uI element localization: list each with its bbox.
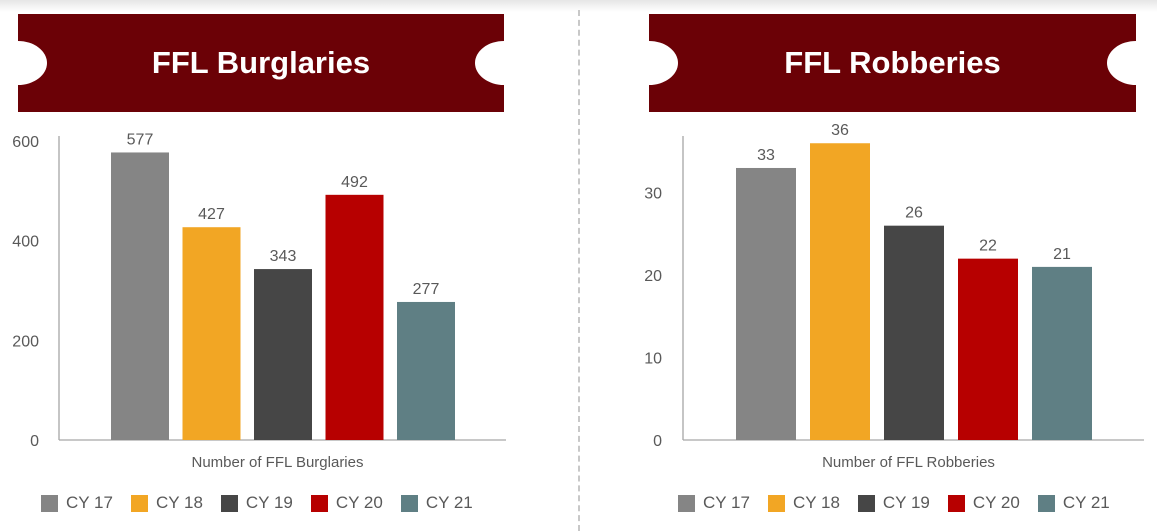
burglaries-legend: CY 17 CY 18 CY 19 CY 20 CY 21: [41, 493, 473, 513]
legend-swatch: [857, 494, 875, 512]
legend-swatch: [130, 494, 148, 512]
legend-swatch: [41, 494, 58, 512]
legend-item: CY 17: [41, 493, 113, 513]
bar-cy-18: [810, 143, 870, 441]
banner-notch-right: [1107, 41, 1157, 85]
legend-label: CY 17: [66, 493, 113, 512]
legend-item: CY 19: [857, 493, 930, 513]
legend-swatch: [678, 494, 695, 512]
bar-cy-21: [1032, 266, 1092, 440]
y-tick-label: 200: [12, 333, 39, 350]
legend-swatch: [767, 494, 785, 512]
banner-notch-right: [475, 41, 533, 85]
data-label: 21: [1053, 246, 1071, 263]
legend-swatch: [947, 494, 965, 512]
data-label: 343: [270, 248, 297, 265]
legend-label: CY 18: [155, 493, 203, 512]
legend-swatch: [1037, 494, 1055, 512]
legend-label: CY 20: [972, 493, 1020, 512]
bar-cy-17: [736, 167, 796, 441]
data-label: 492: [341, 174, 368, 191]
legend-swatch: [310, 494, 328, 512]
legend-label: CY 21: [425, 493, 473, 512]
bar-cy-19: [884, 225, 944, 440]
bar-cy-19: [254, 269, 312, 440]
banner-notch-left: [0, 41, 47, 85]
panel-divider: [578, 10, 580, 531]
y-tick-label: 30: [644, 186, 662, 203]
robberies-x-axis-title: Number of FFL Robberies: [822, 454, 995, 471]
data-label: 22: [979, 238, 997, 255]
robberies-banner: FFL Robberies: [620, 14, 1157, 112]
y-tick-label: 10: [644, 351, 662, 368]
bar-cy-17: [111, 152, 169, 440]
legend-item: CY 18: [767, 493, 840, 513]
legend-item: CY 20: [947, 493, 1020, 513]
burglaries-x-axis-title: Number of FFL Burglaries: [191, 454, 363, 471]
legend-item: CY 20: [310, 493, 383, 513]
bar-cy-18: [182, 227, 241, 440]
y-tick-label: 600: [12, 134, 39, 151]
burglaries-title: FFL Burglaries: [151, 45, 371, 80]
burglaries-panel: FFL Burglaries 0 200 400 600 577 427 343 492 277…: [0, 0, 560, 531]
data-label: 577: [127, 131, 154, 148]
data-label: 427: [198, 206, 225, 223]
legend-item: CY 17: [678, 493, 750, 513]
legend-label: CY 19: [882, 493, 930, 512]
legend-item: CY 21: [400, 493, 473, 513]
data-label: 33: [757, 147, 775, 164]
legend-swatch: [220, 494, 238, 512]
robberies-title: FFL Robberies: [784, 45, 1001, 80]
legend-label: CY 20: [335, 493, 383, 512]
legend-item: CY 21: [1037, 493, 1110, 513]
robberies-chart: 0 10 20 30 33 36 26 22 21 Number of FFL Robberies: [644, 122, 1144, 471]
data-label: 26: [905, 205, 923, 222]
burglaries-chart: 0 200 400 600 577 427 343 492 277 Number of FFL B…: [12, 131, 506, 471]
bar-cy-21: [397, 301, 455, 440]
y-tick-label: 20: [644, 268, 662, 285]
y-tick-label: 0: [30, 433, 39, 450]
y-tick-label: 0: [653, 433, 662, 450]
data-label: 36: [831, 122, 849, 139]
banner-notch-left: [620, 41, 678, 85]
legend-item: CY 18: [130, 493, 203, 513]
robberies-legend: CY 17 CY 18 CY 19 CY 20 CY 21: [678, 493, 1110, 513]
legend-item: CY 19: [220, 493, 293, 513]
bar-cy-20: [958, 258, 1018, 440]
top-shadow: [0, 0, 1157, 12]
legend-swatch: [400, 494, 418, 512]
legend-label: CY 19: [245, 493, 293, 512]
data-label: 277: [413, 281, 440, 298]
legend-label: CY 18: [792, 493, 840, 512]
burglaries-banner: FFL Burglaries: [0, 14, 533, 112]
robberies-panel: FFL Robberies 0 10 20 30 33 36 26 22 21 Number of…: [620, 0, 1157, 531]
legend-label: CY 21: [1062, 493, 1110, 512]
bar-cy-20: [325, 194, 384, 440]
legend-label: CY 17: [703, 493, 750, 512]
y-tick-label: 400: [12, 234, 39, 251]
